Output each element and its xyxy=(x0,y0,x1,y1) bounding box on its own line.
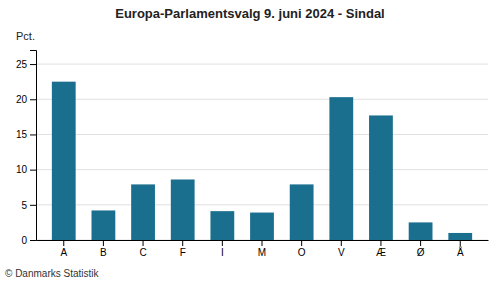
bar xyxy=(131,184,155,240)
x-tick: Æ xyxy=(376,240,386,258)
x-tick-mark xyxy=(103,240,104,246)
y-tick-label: 0 xyxy=(21,235,27,246)
x-tick-label: O xyxy=(298,247,306,258)
y-tick-label: 5 xyxy=(21,200,27,211)
x-tick-mark xyxy=(301,240,302,246)
bar xyxy=(171,179,195,240)
plot: 0 5 10 15 20 25 A B C F I M O V Æ Ø Å xyxy=(16,51,489,259)
x-tick: V xyxy=(338,240,345,258)
x-tick-label: A xyxy=(60,247,67,258)
x-tick: M xyxy=(258,240,266,258)
y-tick-label: 25 xyxy=(16,59,28,70)
y-tick: 25 xyxy=(16,59,36,70)
grid-line xyxy=(36,169,488,170)
bar xyxy=(290,184,314,240)
bar xyxy=(92,210,116,240)
x-tick: Ø xyxy=(417,240,425,258)
y-tick-label: 15 xyxy=(16,129,28,140)
y-label: Pct. xyxy=(16,30,35,42)
bar xyxy=(329,97,353,240)
x-tick-mark xyxy=(262,240,263,246)
y-tick: 0 xyxy=(21,235,36,246)
x-tick-label: Ø xyxy=(417,247,425,258)
y-tick-mark xyxy=(30,205,36,206)
y-tick-label: 20 xyxy=(16,94,28,105)
y-tick-mark xyxy=(30,240,36,241)
y-tick-mark xyxy=(30,134,36,135)
x-tick: O xyxy=(298,240,306,258)
x-axis: ABCFIMOVÆØÅ xyxy=(37,240,489,258)
grid-line xyxy=(36,134,488,135)
footer: © Danmarks Statistik xyxy=(5,268,100,279)
title: Europa-Parlamentsvalg 9. juni 2024 - Sin… xyxy=(115,6,384,21)
x-tick: F xyxy=(180,240,186,258)
x-tick: Å xyxy=(457,240,464,258)
bar xyxy=(448,233,472,240)
x-tick-mark xyxy=(143,240,144,246)
x-tick-label: B xyxy=(100,247,107,258)
chart: Europa-Parlamentsvalg 9. juni 2024 - Sin… xyxy=(0,0,500,282)
x-tick: C xyxy=(139,240,146,258)
grid-line xyxy=(36,64,488,65)
x-tick-label: F xyxy=(180,247,186,258)
bar xyxy=(210,211,234,240)
y-tick: 20 xyxy=(16,94,36,105)
grid-line xyxy=(36,99,488,100)
bar xyxy=(369,115,393,240)
y-tick-mark xyxy=(30,64,36,65)
x-tick-mark xyxy=(420,240,421,246)
y-axis: 0 5 10 15 20 25 xyxy=(16,51,37,246)
y-tick: 15 xyxy=(16,129,36,140)
x-tick-label: V xyxy=(338,247,345,258)
y-tick-mark xyxy=(30,170,36,171)
x-tick-mark xyxy=(380,240,381,246)
grid xyxy=(36,64,488,240)
x-tick: B xyxy=(100,240,107,258)
y-tick-mark xyxy=(30,99,36,100)
y-tick: 5 xyxy=(21,200,36,211)
x-tick-mark xyxy=(222,240,223,246)
y-axis-line xyxy=(30,51,37,241)
bar xyxy=(52,82,76,240)
x-tick-label: Æ xyxy=(376,247,386,258)
y-tick: 10 xyxy=(16,164,36,175)
x-tick-mark xyxy=(63,240,64,246)
x-tick-label: M xyxy=(258,247,266,258)
bars xyxy=(52,82,472,240)
y-tick-label: 10 xyxy=(16,164,28,175)
x-tick-mark xyxy=(460,240,461,246)
x-tick-label: Å xyxy=(457,246,464,258)
bar xyxy=(250,213,274,240)
x-tick-mark xyxy=(341,240,342,246)
x-tick-label: I xyxy=(221,247,224,258)
x-tick-mark xyxy=(182,240,183,246)
x-tick-label: C xyxy=(139,247,146,258)
x-tick: I xyxy=(221,240,224,258)
grid-line xyxy=(36,204,488,205)
bar xyxy=(409,222,433,240)
x-tick: A xyxy=(60,240,67,258)
